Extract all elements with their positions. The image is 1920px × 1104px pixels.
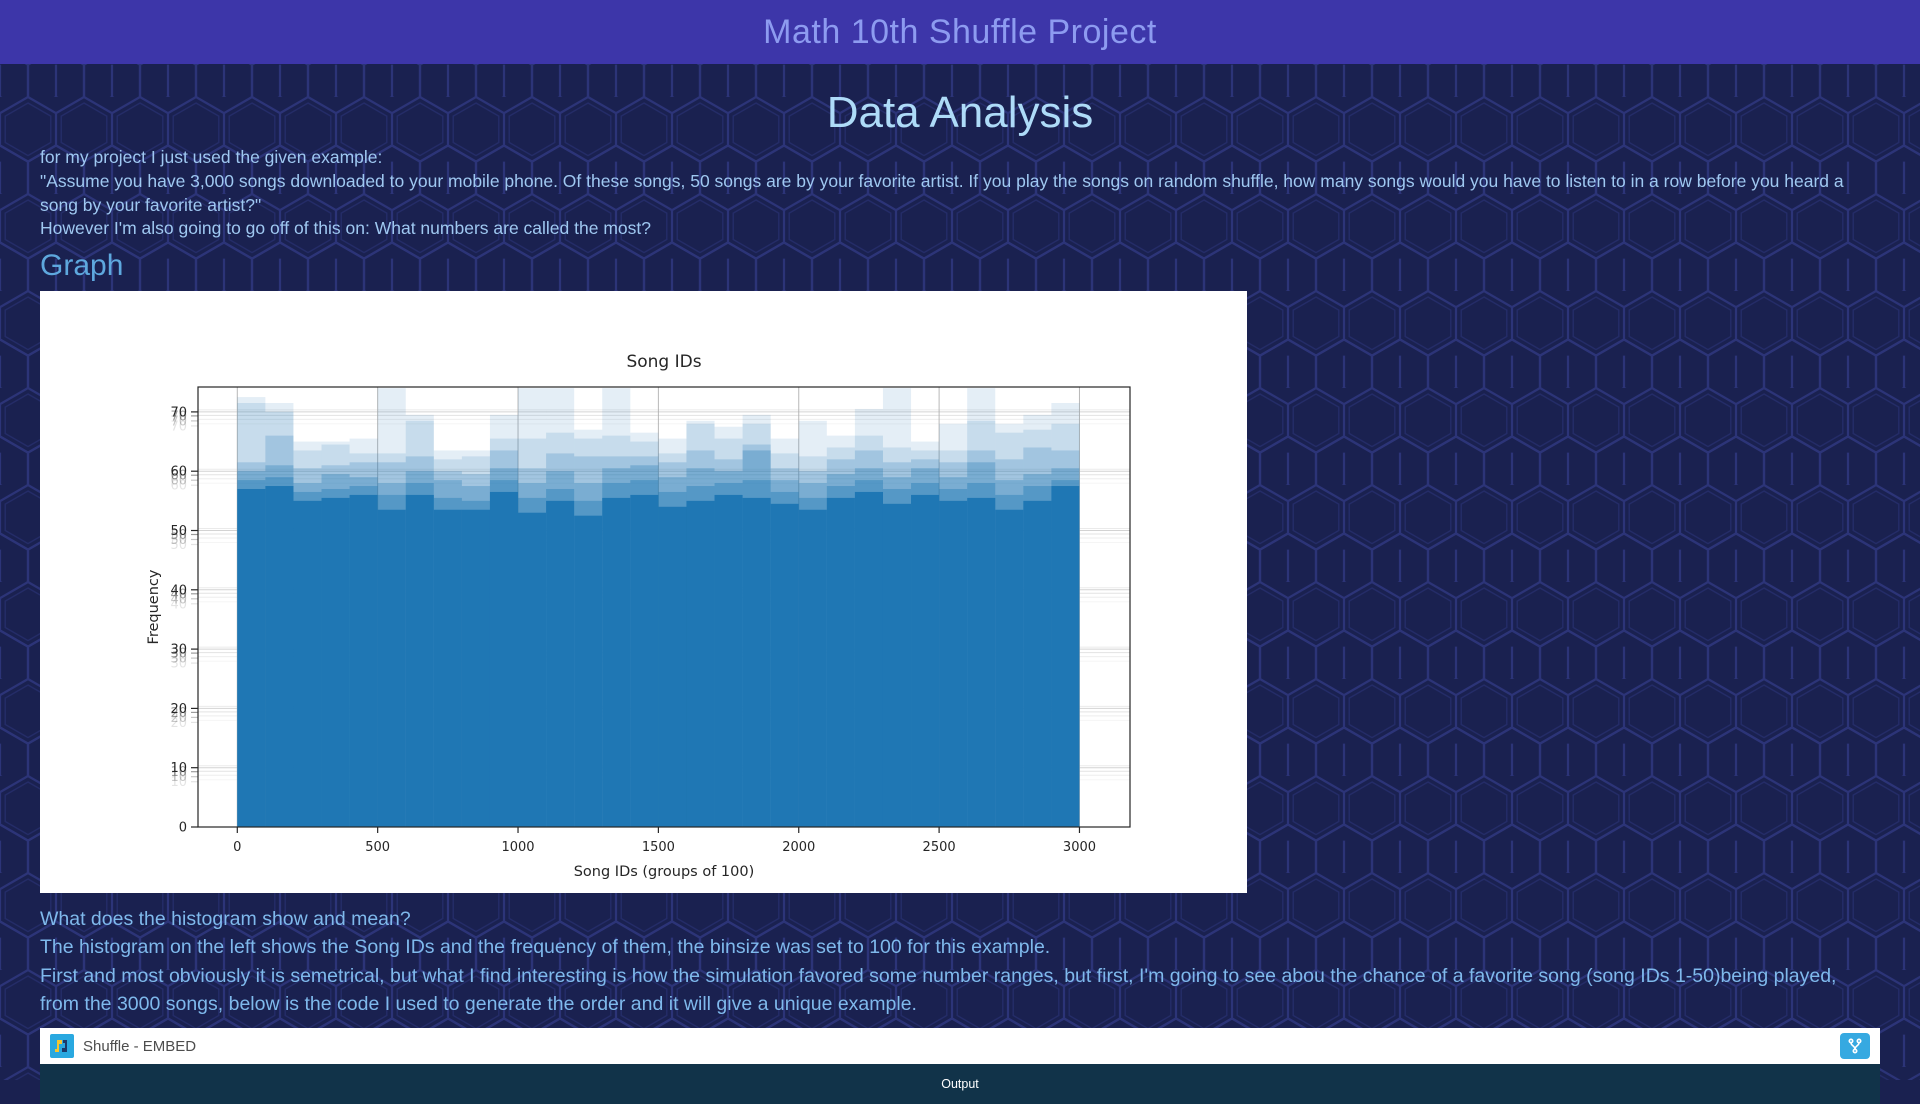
svg-text:50: 50	[170, 538, 187, 553]
svg-text:0: 0	[233, 840, 241, 855]
site-title: Math 10th Shuffle Project	[763, 13, 1157, 52]
analysis-paragraph: What does the histogram show and mean?Th…	[40, 905, 1880, 1018]
svg-text:40: 40	[170, 597, 187, 612]
embed-output-bar[interactable]: Output	[40, 1064, 1880, 1104]
svg-text:Song IDs: Song IDs	[626, 352, 701, 372]
text-line: First and most obviously it is semetrica…	[40, 962, 1880, 1019]
svg-text:Song IDs (groups of 100): Song IDs (groups of 100)	[574, 864, 755, 880]
svg-text:2500: 2500	[923, 840, 956, 855]
svg-text:10: 10	[170, 775, 187, 790]
page-content: Data Analysis for my project I just used…	[0, 88, 1920, 1104]
output-tab-label: Output	[941, 1077, 979, 1091]
svg-text:3000: 3000	[1063, 840, 1096, 855]
trinket-logo-icon	[50, 1034, 74, 1058]
embed-title: Shuffle - EMBED	[83, 1038, 196, 1055]
graph-section-heading: Graph	[40, 249, 1880, 283]
svg-text:70: 70	[170, 420, 187, 435]
embed-header-bar: Shuffle - EMBED	[40, 1028, 1880, 1064]
svg-text:2000: 2000	[782, 840, 815, 855]
fork-remix-button[interactable]	[1840, 1033, 1870, 1059]
text-line: for my project I just used the given exa…	[40, 146, 1880, 170]
svg-text:20: 20	[170, 716, 187, 731]
svg-text:30: 30	[170, 657, 187, 672]
intro-paragraph: for my project I just used the given exa…	[40, 146, 1880, 241]
svg-text:500: 500	[365, 840, 390, 855]
svg-text:1500: 1500	[642, 840, 675, 855]
svg-text:Frequency: Frequency	[146, 569, 162, 644]
svg-text:60: 60	[170, 479, 187, 494]
text-line: The histogram on the left shows the Song…	[40, 933, 1880, 961]
text-line: "Assume you have 3,000 songs downloaded …	[40, 170, 1880, 218]
svg-text:1000: 1000	[501, 840, 534, 855]
text-line: What does the histogram show and mean?	[40, 905, 1880, 933]
svg-text:0: 0	[179, 821, 187, 836]
code-embed-widget: Shuffle - EMBED Output	[40, 1028, 1880, 1104]
fork-remix-icon	[1848, 1038, 1862, 1054]
site-header: Math 10th Shuffle Project	[0, 0, 1920, 64]
page-title: Data Analysis	[40, 88, 1880, 138]
text-line: However I'm also going to go off of this…	[40, 217, 1880, 241]
